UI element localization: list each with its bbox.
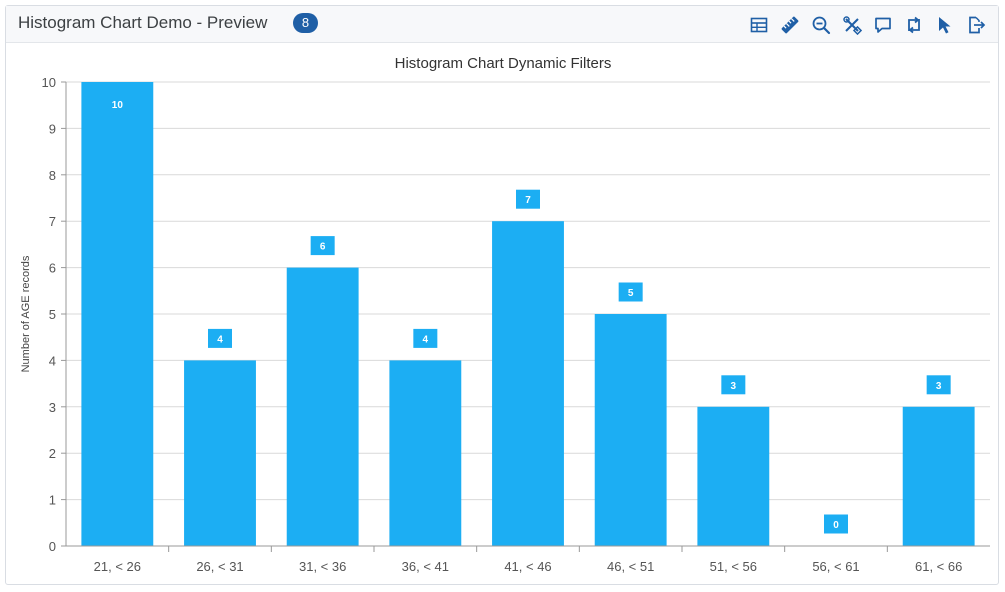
y-tick-label: 10 [42,75,56,90]
y-tick-label: 2 [49,446,56,461]
data-label-box [413,328,438,348]
x-tick-label: 26, < 31 [196,559,243,574]
data-label: 4 [217,334,223,345]
y-tick-label: 1 [49,493,56,508]
x-tick-label: 46, < 51 [607,559,654,574]
bar[interactable] [902,406,975,546]
data-label: 0 [833,520,839,531]
x-tick-label: 61, < 66 [915,559,962,574]
comment-icon[interactable] [872,14,893,35]
data-label-box [721,375,746,395]
data-label: 5 [628,288,634,299]
pointer-icon[interactable] [934,14,955,35]
x-tick-label: 56, < 61 [812,559,859,574]
bar[interactable] [492,221,564,546]
bar[interactable] [184,360,256,546]
data-label: 6 [320,242,326,253]
y-axis-ticks: 0 1 2 3 4 5 6 7 8 9 10 [42,75,66,554]
y-tick-label: 3 [49,400,56,415]
y-tick-label: 9 [49,121,56,136]
bar[interactable] [81,82,154,546]
export-icon[interactable] [965,14,986,35]
panel-title: Histogram Chart Demo - Preview [18,13,268,32]
x-tick-label: 41, < 46 [504,559,551,574]
x-tick-label: 36, < 41 [402,559,449,574]
chart-title: Histogram Chart Dynamic Filters [395,55,612,72]
table-icon[interactable] [748,14,769,35]
data-label-box [926,375,951,395]
bar[interactable] [389,360,462,546]
x-tick-label: 31, < 36 [299,559,346,574]
data-label-box [618,282,643,302]
x-axis: 21, < 26 26, < 31 31, < 36 36, < 41 41, < 46… [65,82,990,574]
panel-header: Histogram Chart Demo - Preview 8 [6,6,998,43]
data-label-box [310,236,335,256]
ruler-icon[interactable] [779,14,800,35]
data-label-box [516,189,540,209]
bars [81,82,975,546]
data-label: 4 [423,334,429,345]
count-badge: 8 [293,13,318,33]
y-tick-label: 4 [49,353,56,368]
y-tick-label: 8 [49,168,56,183]
bar[interactable] [286,267,359,546]
x-tick-label: 51, < 56 [710,559,757,574]
data-label-box [824,514,848,534]
bar[interactable] [697,406,770,546]
data-label: 10 [112,100,124,111]
swap-icon[interactable] [903,14,924,35]
y-tick-label: 6 [49,261,56,276]
data-label: 3 [731,381,737,392]
toolbar [748,14,986,35]
data-labels: 10 4 6 4 7 5 3 0 3 [112,100,951,534]
bar[interactable] [594,314,667,546]
data-label-box [208,328,232,348]
data-label: 7 [525,195,531,206]
x-tick-label: 21, < 26 [94,559,141,574]
tools-icon[interactable] [841,14,862,35]
y-tick-label: 5 [49,307,56,322]
y-axis-label: Number of AGE records [20,255,32,372]
zoom-out-icon[interactable] [810,14,831,35]
data-label: 3 [936,381,942,392]
y-tick-label: 7 [49,214,56,229]
y-tick-label: 0 [49,539,56,554]
